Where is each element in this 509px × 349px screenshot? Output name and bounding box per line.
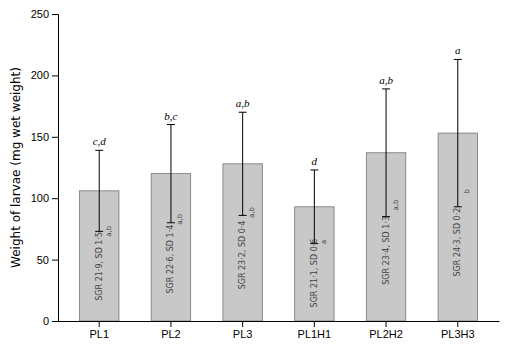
error-bar — [454, 59, 462, 206]
tick: 100 — [31, 192, 58, 204]
tick-mark — [52, 14, 58, 15]
tick-label: 150 — [31, 131, 49, 143]
error-cap — [167, 222, 175, 223]
tick-mark — [99, 321, 100, 327]
bar-superscript: a,b — [248, 207, 256, 219]
annotations: c,d b,c a,b d a,b a SGR 21·9, SD 1·5 SGR 22·6, … — [93, 44, 472, 307]
significance-label: a,b — [379, 74, 393, 86]
tick: PL3 — [233, 321, 253, 340]
marks — [80, 59, 478, 321]
error-line — [99, 150, 100, 231]
y-axis-title: Weight of larvae (mg wet weight) — [9, 67, 23, 268]
error-cap — [95, 150, 103, 151]
tick-mark — [52, 321, 58, 322]
tick-label: PL2H2 — [369, 328, 403, 340]
tick: 50 — [37, 254, 58, 266]
tick: 0 — [43, 315, 58, 327]
bar-superscript: a,b — [392, 199, 400, 211]
tick-label: PL3 — [233, 328, 253, 340]
significance-label: d — [312, 155, 318, 167]
tick-label: PL1 — [89, 328, 109, 340]
bar-text: SGR 22·6, SD 1·4 — [166, 225, 175, 294]
error-bar — [382, 89, 390, 217]
tick: 150 — [31, 131, 58, 143]
x-axis: PL1 PL2 PL3 PL1H1 PL2H2 PL3H3 — [59, 321, 500, 340]
error-bar — [239, 112, 247, 215]
tick-mark — [457, 321, 458, 327]
tick-label: 250 — [31, 8, 49, 20]
error-cap — [454, 59, 462, 60]
tick-label: 50 — [37, 254, 49, 266]
bar-superscript: a — [320, 240, 328, 244]
bar-text: SGR 21·1, SD 0·6 — [310, 239, 319, 308]
error-cap — [95, 231, 103, 232]
tick-mark — [52, 137, 58, 138]
tick-label: PL2 — [161, 328, 181, 340]
bar-superscript: a,b — [176, 213, 184, 225]
error-bar — [95, 150, 103, 231]
chart: 0 50 100 150 200 250 PL1 PL2 PL3 PL1H1 PL2H2 PL3H3 c… — [0, 0, 509, 349]
plot: 0 50 100 150 200 250 PL1 PL2 PL3 PL1H1 PL2H2 PL3H3 c… — [31, 8, 500, 340]
error-line — [170, 125, 171, 223]
significance-label: a — [455, 44, 461, 56]
tick-label: PL1H1 — [298, 328, 332, 340]
bar-text: SGR 24·3, SD 0·2 — [453, 208, 462, 277]
tick: 250 — [31, 8, 58, 20]
bar-superscript: a,b — [105, 225, 113, 237]
error-cap — [239, 112, 247, 113]
significance-label: c,d — [93, 135, 107, 147]
bar-text: SGR 23·2, SD 0·4 — [238, 221, 247, 290]
error-line — [386, 89, 387, 217]
tick-label: 0 — [43, 315, 49, 327]
tick-mark — [52, 75, 58, 76]
error-line — [457, 59, 458, 206]
tick: PL2H2 — [369, 321, 403, 340]
error-cap — [167, 124, 175, 125]
tick: PL1H1 — [298, 321, 332, 340]
bar-superscript: b — [463, 189, 471, 194]
tick-mark — [242, 321, 243, 327]
y-axis: 0 50 100 150 200 250 — [31, 8, 59, 327]
error-cap — [239, 215, 247, 216]
tick-mark — [170, 321, 171, 327]
error-cap — [454, 206, 462, 207]
tick-mark — [314, 321, 315, 327]
error-bar — [310, 170, 318, 244]
significance-label: a,b — [236, 97, 250, 109]
error-line — [242, 112, 243, 215]
tick-mark — [386, 321, 387, 327]
bar-text: SGR 21·9, SD 1·5 — [95, 232, 104, 301]
tick-mark — [52, 198, 58, 199]
error-line — [314, 170, 315, 244]
tick: PL3H3 — [441, 321, 475, 340]
tick-label: 100 — [31, 192, 49, 204]
significance-label: b,c — [164, 110, 177, 122]
tick: 200 — [31, 69, 58, 81]
axis-line — [59, 321, 500, 322]
tick-label: 200 — [31, 69, 49, 81]
tick: PL1 — [89, 321, 109, 340]
error-cap — [382, 88, 390, 89]
bar-text: SGR 23·4, SD 1·3 — [382, 216, 391, 285]
error-bar — [167, 125, 175, 223]
axis-line — [52, 15, 59, 322]
tick-mark — [52, 260, 58, 261]
error-cap — [310, 169, 318, 170]
tick-label: PL3H3 — [441, 328, 475, 340]
tick: PL2 — [161, 321, 181, 340]
